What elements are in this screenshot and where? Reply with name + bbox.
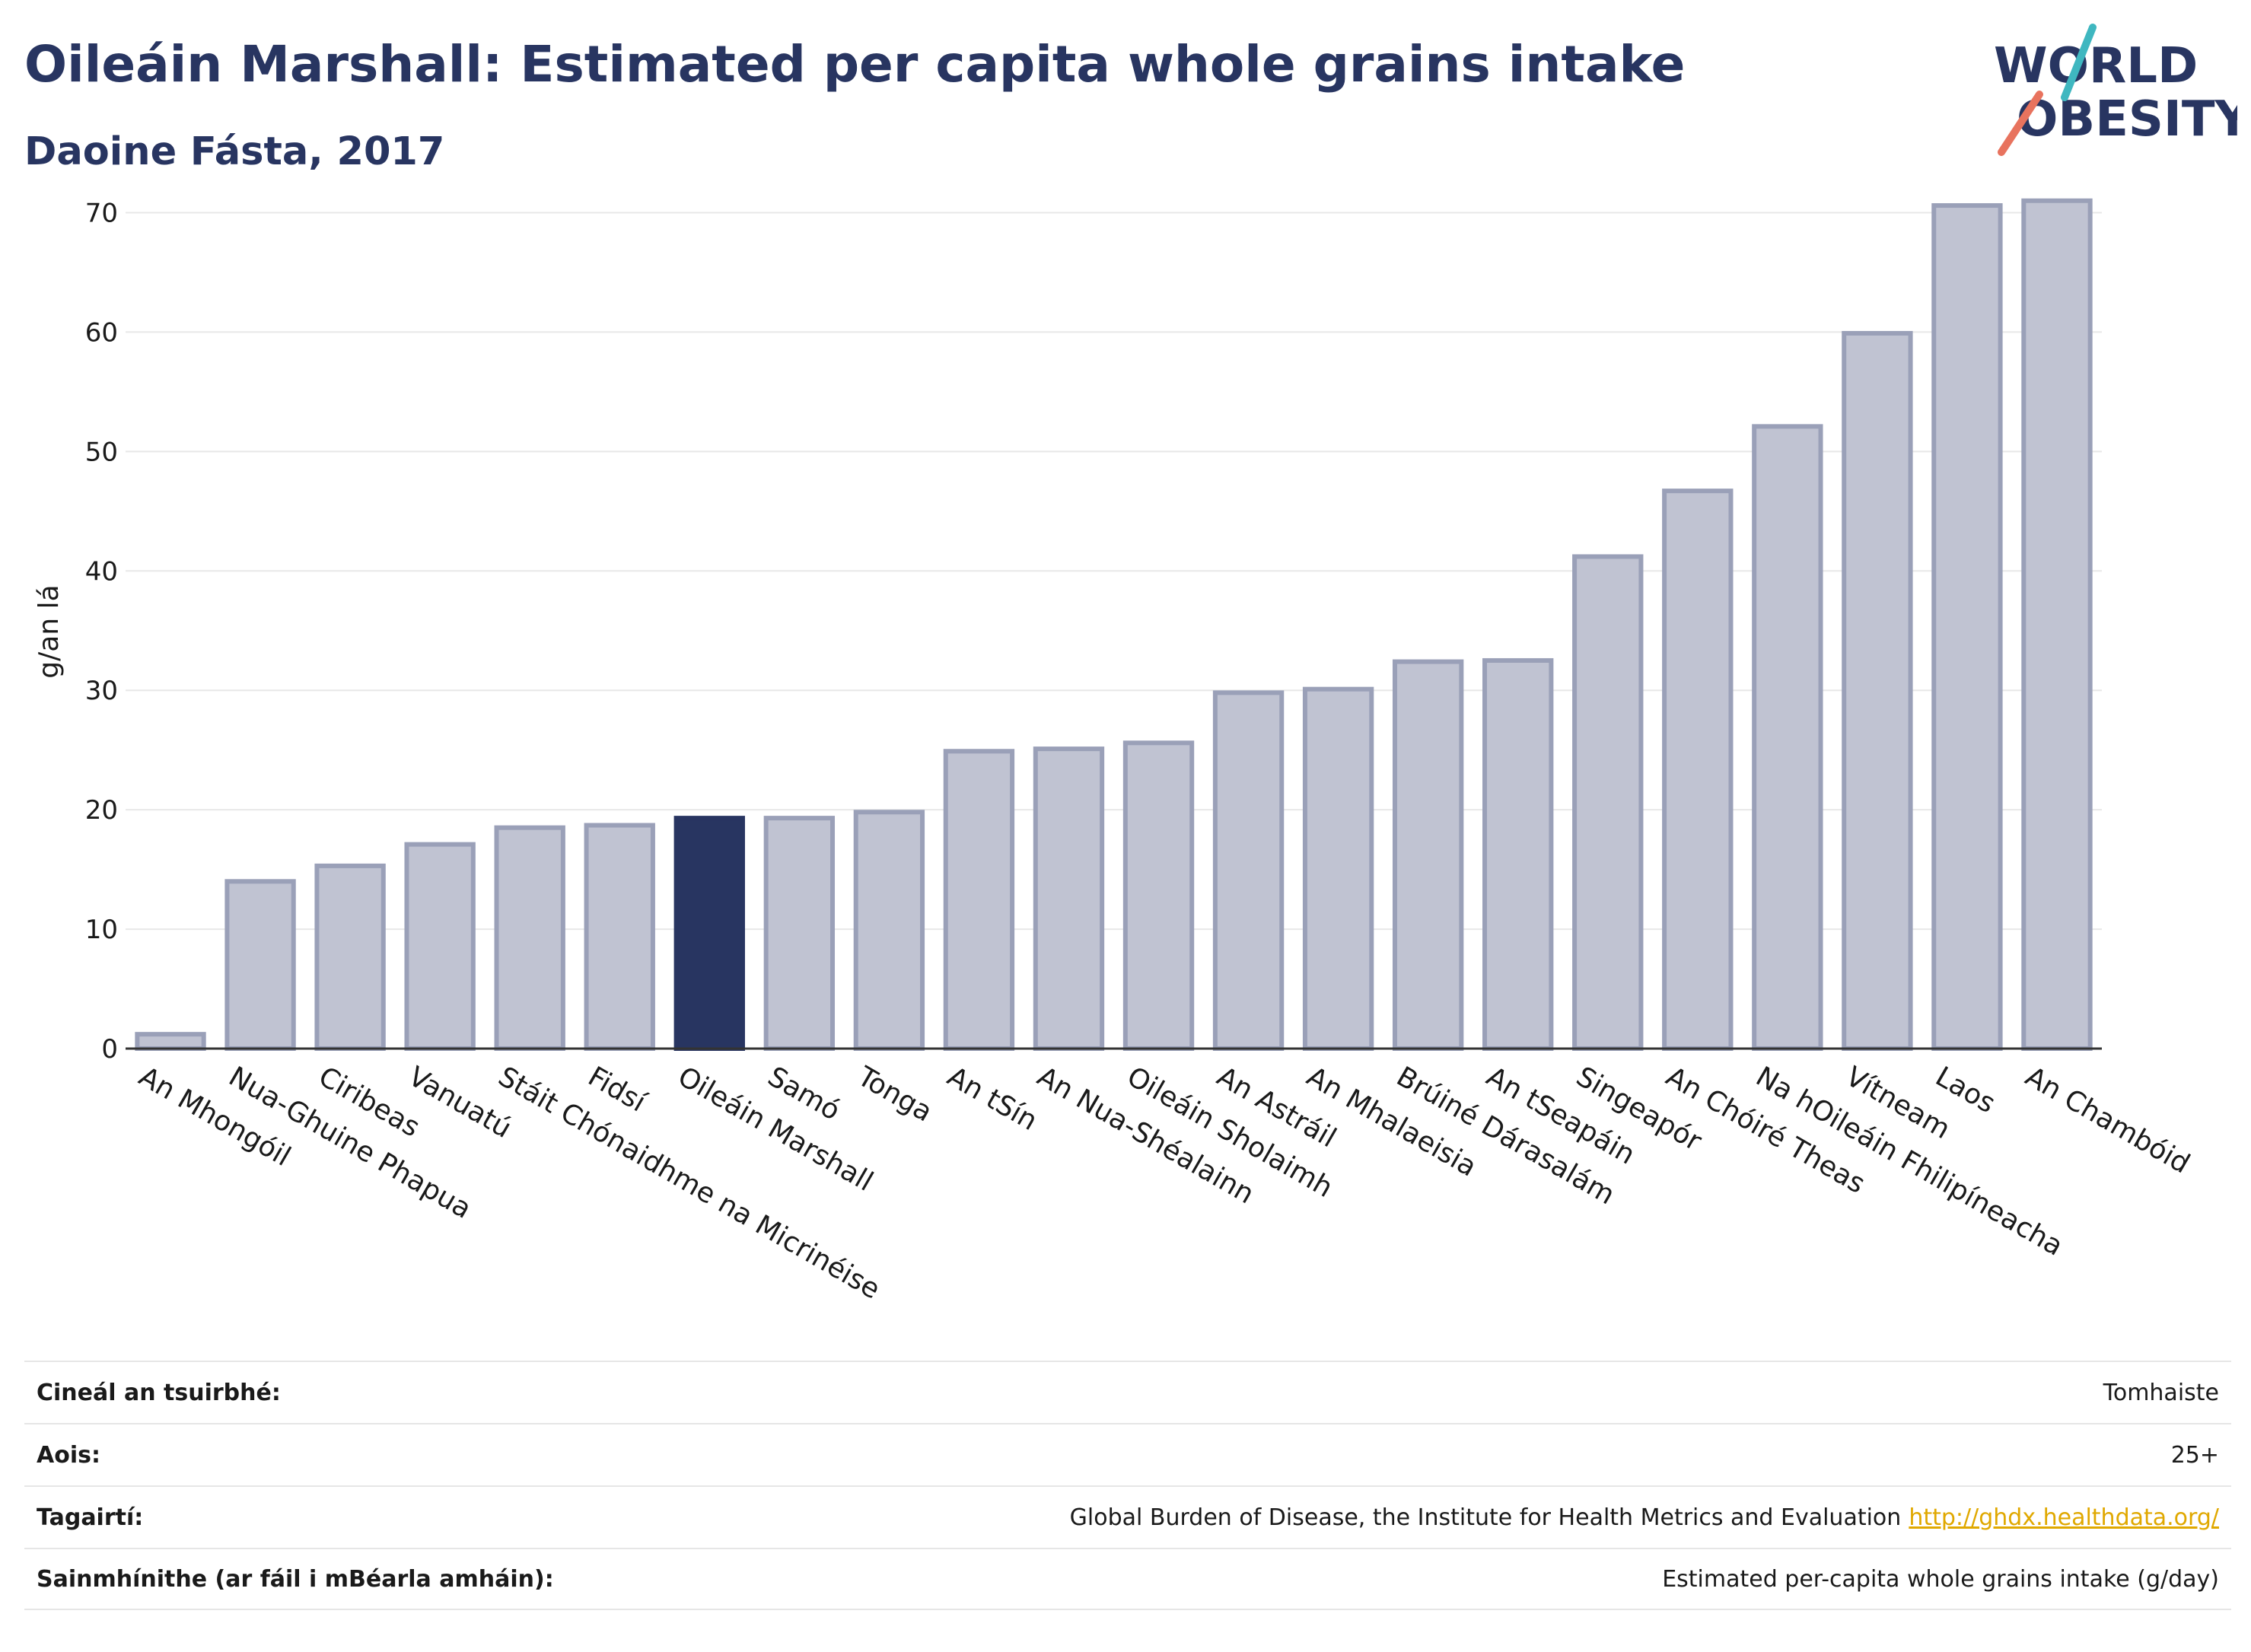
chart-title: Oileáin Marshall: Estimated per capita w… [24, 35, 1686, 94]
logo-slash-teal [2061, 24, 2097, 101]
metadata-table: Cineál an tsuirbhé: Tomhaiste Aois: 25+ … [24, 1361, 2231, 1610]
bar [1033, 746, 1105, 1052]
meta-row-definitions: Sainmhínithe (ar fáil i mBéarla amháin):… [24, 1548, 2231, 1610]
meta-value: Global Burden of Disease, the Institute … [1069, 1504, 1902, 1531]
meta-value: 25+ [2170, 1441, 2219, 1469]
meta-label: Aois: [37, 1441, 100, 1469]
x-tick-label: An tSín [942, 1061, 1043, 1137]
bar [584, 823, 655, 1051]
y-tick-label: 0 [101, 1034, 118, 1065]
bar [1122, 740, 1195, 1051]
y-tick-label: 50 [85, 437, 118, 467]
meta-value-wrap: Global Burden of Disease, the Institute … [1070, 1504, 2219, 1531]
bar [1302, 686, 1374, 1051]
x-tick-label: Tonga [852, 1061, 938, 1128]
bar [1572, 554, 1644, 1051]
world-obesity-logo: WORLD OBESITY [1994, 24, 2237, 156]
bar [1212, 690, 1285, 1052]
bar [853, 810, 925, 1051]
bar [2021, 198, 2093, 1052]
meta-row-survey-type: Cineál an tsuirbhé: Tomhaiste [24, 1361, 2231, 1423]
bar [404, 842, 476, 1052]
bar [224, 879, 296, 1051]
bar [943, 749, 1015, 1052]
logo-slash-red [1998, 91, 2043, 156]
reference-link[interactable]: http://ghdx.healthdata.org/ [1909, 1504, 2219, 1531]
meta-label: Tagairtí: [37, 1504, 144, 1531]
bar [494, 825, 565, 1051]
logo-line1: WORLD [1994, 38, 2198, 94]
y-tick-label: 70 [85, 198, 118, 228]
bar [1931, 203, 2003, 1051]
meta-row-age: Aois: 25+ [24, 1423, 2231, 1485]
y-tick-label: 20 [85, 795, 118, 826]
x-tick-label: An Mhongóil [134, 1061, 296, 1173]
logo-line2: OBESITY [2017, 91, 2237, 148]
y-axis-ticks: 0 10 20 30 40 50 60 70 [85, 198, 118, 1065]
bar [1392, 659, 1464, 1051]
bar [1482, 657, 1554, 1051]
x-tick-label: Vanuatú [403, 1061, 517, 1144]
bar [1752, 424, 1823, 1051]
meta-label: Sainmhínithe (ar fáil i mBéarla amháin): [37, 1565, 554, 1593]
y-tick-label: 40 [85, 556, 118, 587]
y-axis-label: g/an lá [33, 584, 65, 678]
bar [314, 863, 386, 1051]
bar [1662, 489, 1734, 1051]
y-tick-label: 10 [85, 915, 118, 945]
x-tick-label: An Chambóid [2020, 1061, 2195, 1179]
bars [135, 198, 2093, 1052]
bar [673, 816, 745, 1051]
bar [1842, 330, 1913, 1051]
meta-value: Estimated per-capita whole grains intake… [1662, 1565, 2219, 1593]
bar [763, 816, 836, 1051]
bar [135, 1032, 206, 1051]
y-tick-label: 60 [85, 317, 118, 348]
meta-label: Cineál an tsuirbhé: [37, 1379, 281, 1406]
meta-row-references: Tagairtí: Global Burden of Disease, the … [24, 1485, 2231, 1548]
chart-subtitle: Daoine Fásta, 2017 [24, 129, 445, 174]
y-tick-label: 30 [85, 676, 118, 706]
meta-value: Tomhaiste [2103, 1379, 2219, 1406]
